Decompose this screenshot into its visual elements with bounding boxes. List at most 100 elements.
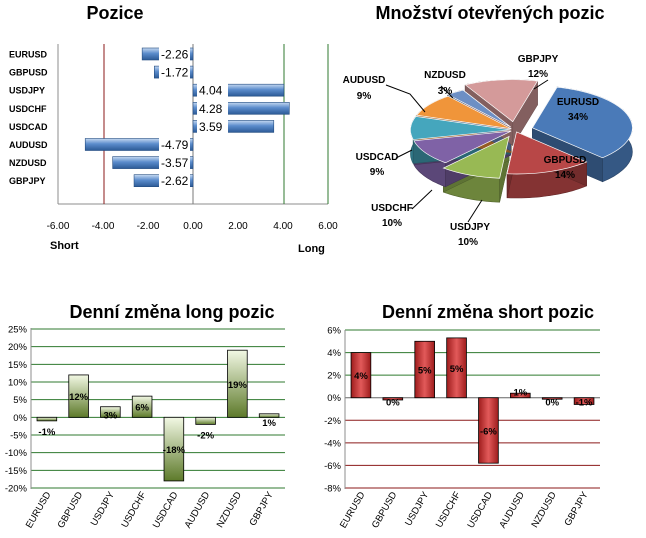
data-label: -3.57 — [161, 156, 189, 170]
data-label-background — [159, 155, 190, 170]
slice-name-label: GBPUSD — [544, 155, 587, 166]
category-label: EURUSD — [338, 490, 368, 530]
x-tick-label: -6.00 — [47, 221, 70, 232]
bar — [100, 406, 121, 418]
slice-percent-label: 10% — [458, 237, 478, 248]
x-tick-label: -4.00 — [92, 221, 115, 232]
y-tick-label: 15% — [8, 360, 28, 371]
category-label: USDJPY — [89, 489, 118, 528]
slice-name-label: USDCHF — [371, 203, 413, 214]
category-label: USDCAD — [151, 490, 181, 530]
pie-slice — [464, 79, 539, 123]
long-label: Long — [298, 243, 325, 255]
category-label: USDCAD — [9, 122, 48, 132]
data-label: 0% — [545, 398, 559, 409]
x-tick-label: 4.00 — [273, 221, 293, 232]
bar — [350, 352, 372, 399]
bar — [195, 416, 216, 425]
category-label: GBPJPY — [562, 489, 591, 528]
y-tick-label: -15% — [5, 466, 28, 477]
y-tick-label: -10% — [5, 448, 28, 459]
bar — [131, 395, 153, 418]
y-tick-label: -20% — [5, 484, 28, 495]
category-label: GBPJPY — [247, 489, 276, 528]
category-label: AUDUSD — [497, 490, 527, 530]
data-label: 4.04 — [199, 84, 223, 98]
long-change-chart: Denní změna long pozic -1% 12% 3% 6% -18% -2%… — [5, 302, 285, 530]
pie-slice — [506, 131, 588, 175]
data-label: 1% — [513, 388, 527, 399]
bar — [573, 397, 595, 405]
data-label-background — [159, 173, 190, 188]
pie-slice — [410, 116, 511, 140]
slice-percent-label: 9% — [357, 91, 372, 102]
data-label: -1% — [576, 398, 593, 409]
category-label: USDCAD — [465, 490, 495, 530]
y-tick-label: 2% — [327, 371, 341, 382]
data-label: -18% — [163, 445, 186, 456]
category-label: NZDUSD — [9, 158, 47, 168]
bar — [541, 397, 563, 400]
slice-name-label: GBPJPY — [518, 54, 559, 65]
data-label: -4.79 — [161, 138, 189, 152]
x-tick-label: 2.00 — [228, 221, 248, 232]
bar — [36, 416, 58, 422]
category-label: GBPJPY — [9, 176, 46, 186]
slice-percent-label: 10% — [382, 218, 402, 229]
y-tick-label: 10% — [8, 378, 28, 389]
x-tick-label: 6.00 — [318, 221, 338, 232]
short-label: Short — [50, 240, 79, 252]
data-label-background — [197, 119, 228, 134]
slice-name-label: AUDUSD — [343, 75, 386, 86]
data-label: -2.62 — [161, 174, 189, 188]
slice-percent-label: 34% — [568, 112, 588, 123]
bar — [163, 416, 185, 482]
x-tick-label: 0.00 — [183, 221, 203, 232]
data-label: -6% — [480, 426, 497, 437]
data-label: -1.72 — [161, 66, 189, 80]
open-positions-pie-chart: Množství otevřených pozic EURUSD 34% GBPUS… — [343, 3, 633, 248]
category-label: GBPUSD — [56, 490, 86, 530]
category-label: GBPUSD — [9, 68, 48, 78]
bar — [478, 397, 499, 464]
data-label: 5% — [450, 364, 464, 375]
data-label: -1% — [38, 427, 55, 438]
chart-title: Pozice — [86, 3, 143, 23]
bar — [68, 374, 89, 418]
y-tick-label: -5% — [10, 431, 27, 442]
data-label-background — [159, 137, 190, 152]
y-tick-label: 25% — [8, 325, 28, 336]
pie-slice — [531, 86, 633, 159]
data-label: 19% — [228, 380, 248, 391]
y-tick-label: 4% — [327, 348, 341, 359]
data-label: 4% — [354, 371, 368, 382]
category-label: USDCHF — [9, 104, 47, 114]
data-label: -2.26 — [161, 48, 189, 62]
bar — [382, 397, 404, 401]
pie-slice — [442, 135, 510, 179]
pie-slice — [413, 130, 512, 164]
short-change-chart: Denní změna short pozic 4% 0% 5% 5% -6% 1% 0% -… — [324, 302, 600, 530]
y-tick-label: 20% — [8, 342, 28, 353]
data-label: 0% — [386, 398, 400, 409]
y-tick-label: -4% — [324, 438, 341, 449]
y-tick-label: 0% — [13, 413, 27, 424]
data-label: 5% — [418, 366, 432, 377]
data-label: 12% — [69, 392, 89, 403]
chart-title: Denní změna short pozic — [382, 302, 594, 322]
leader-lines — [385, 79, 549, 223]
positions-chart: Pozice -2.26 -1.72 4.04 4.28 3.59 -4.79 -3.57 -… — [9, 3, 338, 255]
chart-title: Množství otevřených pozic — [375, 3, 604, 23]
data-label: 3.59 — [199, 120, 223, 134]
category-label: USDJPY — [403, 489, 432, 528]
category-label: NZDUSD — [215, 490, 244, 530]
data-label-background — [197, 101, 228, 116]
category-label: GBPUSD — [370, 490, 400, 530]
bar — [446, 337, 467, 399]
bar — [414, 340, 435, 399]
category-label: AUDUSD — [183, 490, 213, 530]
slice-name-label: NZDUSD — [424, 70, 466, 81]
y-tick-label: -6% — [324, 461, 341, 472]
category-label: AUDUSD — [9, 140, 48, 150]
slice-percent-label: 12% — [528, 69, 548, 80]
